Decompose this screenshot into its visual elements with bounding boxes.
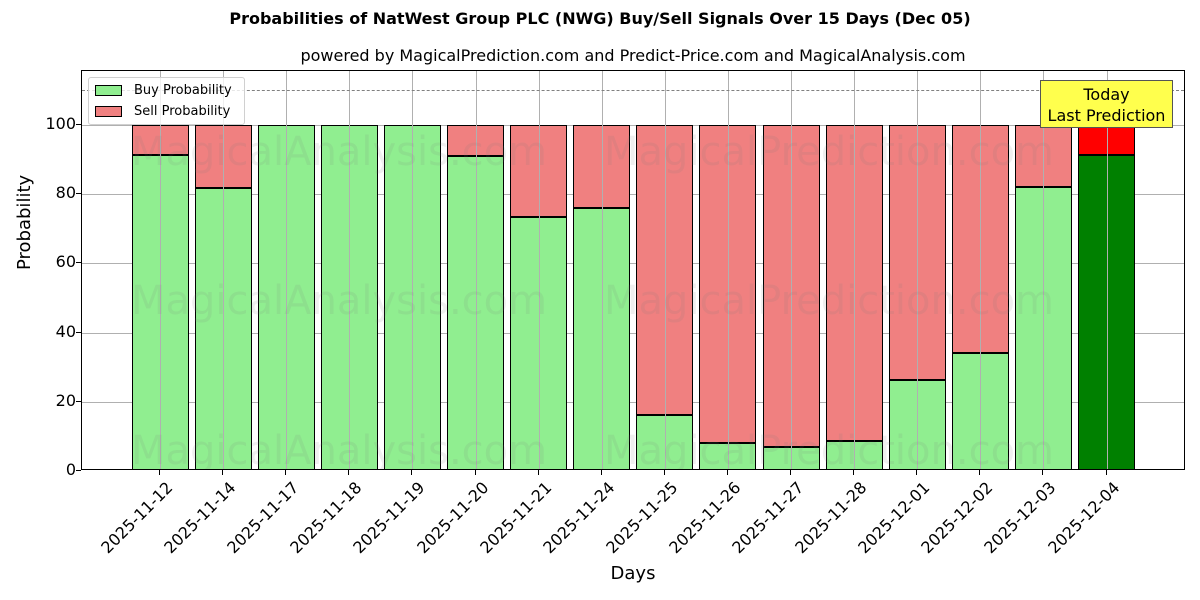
gridline-horizontal bbox=[82, 125, 1184, 126]
y-tick-mark bbox=[76, 470, 81, 471]
reference-line-110 bbox=[82, 90, 1184, 92]
y-tick-label: 20 bbox=[55, 390, 76, 410]
x-tick-mark bbox=[537, 470, 539, 475]
y-tick-label: 100 bbox=[45, 114, 76, 133]
x-tick-mark bbox=[474, 470, 476, 475]
gridline-vertical bbox=[1106, 71, 1108, 469]
x-tick-mark bbox=[222, 470, 224, 475]
x-tick-mark bbox=[853, 470, 855, 475]
gridline-vertical bbox=[160, 71, 161, 469]
y-tick-label: 60 bbox=[55, 252, 76, 272]
gridline-horizontal bbox=[82, 194, 1184, 196]
legend: Buy Probability Sell Probability bbox=[88, 77, 245, 125]
legend-label-sell: Sell Probability bbox=[134, 103, 231, 119]
gridline-horizontal bbox=[82, 332, 1184, 334]
buy-swatch-icon bbox=[95, 84, 122, 96]
x-tick-mark bbox=[726, 470, 728, 475]
gridline-vertical bbox=[223, 71, 225, 469]
plot-area: MagicalAnalysis.comMagicalPrediction.com… bbox=[81, 70, 1185, 470]
y-tick-mark bbox=[76, 331, 81, 333]
gridline-horizontal bbox=[82, 401, 1184, 403]
gridline-vertical bbox=[538, 71, 540, 469]
x-tick-mark bbox=[285, 470, 287, 475]
y-tick-mark bbox=[76, 262, 81, 264]
y-tick-mark bbox=[76, 124, 81, 125]
gridline-vertical bbox=[475, 71, 477, 469]
x-tick-mark bbox=[790, 470, 791, 475]
gridline-vertical bbox=[412, 71, 414, 469]
sell-swatch-icon bbox=[95, 105, 122, 117]
x-tick-mark bbox=[411, 470, 413, 475]
gridline-horizontal bbox=[82, 263, 1184, 265]
gridline-vertical bbox=[1043, 71, 1045, 469]
gridline-vertical bbox=[980, 71, 982, 469]
x-tick-mark bbox=[1042, 470, 1044, 475]
legend-item-buy: Buy Probability bbox=[95, 82, 232, 98]
y-tick-label: 80 bbox=[55, 183, 76, 203]
x-tick-mark bbox=[348, 470, 350, 475]
chart-subtitle: powered by MagicalPrediction.com and Pre… bbox=[300, 46, 966, 65]
x-tick-mark bbox=[979, 470, 981, 475]
legend-item-sell: Sell Probability bbox=[95, 103, 230, 119]
annotation-line-1: Today bbox=[1083, 85, 1130, 104]
gridline-vertical bbox=[854, 71, 856, 469]
today-annotation: Today Last Prediction bbox=[1040, 80, 1173, 128]
gridline-vertical bbox=[349, 71, 351, 469]
gridline-vertical bbox=[917, 71, 919, 469]
x-tick-mark bbox=[600, 470, 602, 475]
x-tick-mark bbox=[916, 470, 918, 475]
x-tick-mark bbox=[159, 470, 160, 475]
annotation-line-2: Last Prediction bbox=[1047, 106, 1166, 125]
x-tick-mark bbox=[663, 470, 665, 475]
chart-title: Probabilities of NatWest Group PLC (NWG)… bbox=[229, 9, 971, 28]
x-tick-mark bbox=[1105, 470, 1107, 475]
y-axis-label: Probability bbox=[14, 174, 35, 270]
gridline-vertical bbox=[601, 71, 603, 469]
gridline-vertical bbox=[727, 71, 729, 469]
y-tick-label: 0 bbox=[65, 460, 76, 479]
legend-label-buy: Buy Probability bbox=[134, 82, 232, 98]
y-tick-mark bbox=[76, 400, 81, 402]
gridline-vertical bbox=[286, 71, 288, 469]
gridline-vertical bbox=[791, 71, 792, 469]
gridline-vertical bbox=[664, 71, 666, 469]
y-tick-label: 40 bbox=[55, 321, 76, 341]
x-axis-label: Days bbox=[610, 563, 656, 584]
y-tick-mark bbox=[76, 193, 81, 195]
